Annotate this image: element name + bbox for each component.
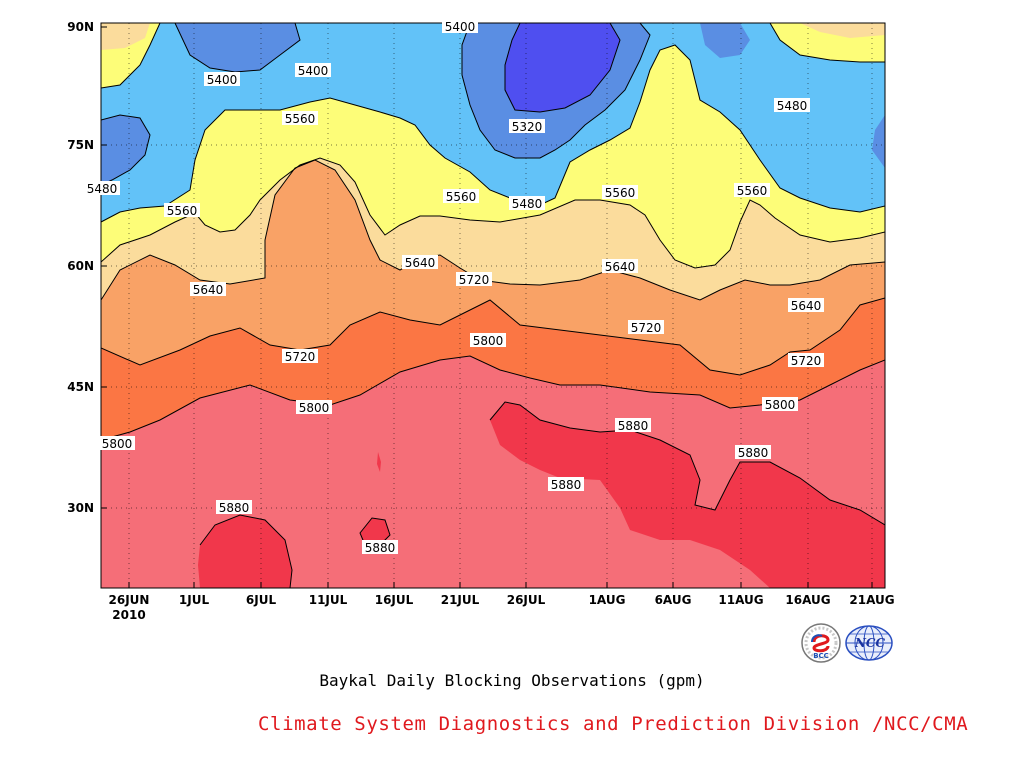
contour-label-bg <box>628 320 664 334</box>
contour-label-bg <box>470 333 506 347</box>
x-tick-label: 21JUL <box>441 593 480 607</box>
y-tick-label: 45N <box>67 380 94 394</box>
band-5880-small <box>360 518 390 545</box>
contour-label: 5880 <box>365 541 396 555</box>
contour-label: 5560 <box>285 112 316 126</box>
contour-label-bg <box>443 189 479 203</box>
contour-label: 5640 <box>193 283 224 297</box>
contour-label-bg <box>602 185 638 199</box>
bcc-logo: BCC <box>801 623 841 663</box>
contour-label: 5480 <box>512 197 543 211</box>
contour-label: 5800 <box>765 398 796 412</box>
contour-label-bg <box>735 445 771 459</box>
y-tick-label: 90N <box>67 20 94 34</box>
y-tick-label: 60N <box>67 259 94 273</box>
chart-caption: Baykal Daily Blocking Observations (gpm) <box>319 671 705 690</box>
contour-label-bg <box>190 282 226 296</box>
y-tick-label: 30N <box>67 501 94 515</box>
ncc-logo: NCC <box>845 625 893 661</box>
contour-label: 5880 <box>738 446 769 460</box>
contour-label: 5880 <box>551 478 582 492</box>
contour-label-bg <box>164 203 200 217</box>
contour-label-bg <box>774 98 810 112</box>
contour-label-bg <box>84 181 120 195</box>
x-tick-label: 16JUL <box>375 593 414 607</box>
contour-label: 5880 <box>618 419 649 433</box>
contour-label-bg <box>456 272 492 286</box>
contour-label: 5880 <box>219 501 250 515</box>
x-tick-label: 6AUG <box>655 593 692 607</box>
contour-label: 5320 <box>512 120 543 134</box>
ncc-logo-text: NCC <box>854 636 886 650</box>
band-5880-left <box>198 515 292 588</box>
band-5560-corner <box>101 23 150 50</box>
contour-label-bg <box>788 298 824 312</box>
x-tick-label: 1JUL <box>179 593 210 607</box>
contour-label-bg <box>99 436 135 450</box>
contour-label: 5640 <box>791 299 822 313</box>
x-tick-label: 6JUL <box>246 593 277 607</box>
band-5880-right <box>490 402 885 588</box>
x-year-label: 2010 <box>112 608 145 622</box>
contour-label-bg <box>402 255 438 269</box>
contour-label-bg <box>602 259 638 273</box>
band-5400-left <box>101 115 150 185</box>
contour-label-bg <box>615 418 651 432</box>
x-tick-label: 21AUG <box>849 593 894 607</box>
contour-label-bg <box>362 540 398 554</box>
contour-label: 5560 <box>167 204 198 218</box>
contour-label-bg <box>204 72 240 86</box>
credit-line: Climate System Diagnostics and Predictio… <box>258 713 969 735</box>
contour-label: 5400 <box>207 73 238 87</box>
contour-label: 5400 <box>298 64 329 78</box>
contour-label: 5480 <box>87 182 118 196</box>
x-tick-label: 26JUL <box>507 593 546 607</box>
x-tick-label: 26JUN <box>109 593 150 607</box>
contour-label-bg <box>548 477 584 491</box>
contour-label-bg <box>734 183 770 197</box>
x-tick-label: 11JUL <box>309 593 348 607</box>
contour-label: 5800 <box>299 401 330 415</box>
band-5880-tiny <box>377 452 381 472</box>
contour-label: 5640 <box>605 260 636 274</box>
contour-label-bg <box>509 119 545 133</box>
contour-label-bg <box>295 63 331 77</box>
contour-label: 5720 <box>459 273 490 287</box>
x-tick-label: 16AUG <box>785 593 830 607</box>
band-5560-topright <box>800 23 885 38</box>
contour-label: 5560 <box>446 190 477 204</box>
contour-label-bg <box>788 353 824 367</box>
x-tick-label: 1AUG <box>589 593 626 607</box>
x-tick-label: 11AUG <box>718 593 763 607</box>
contour-label-bg <box>762 397 798 411</box>
contour-label: 5720 <box>631 321 662 335</box>
band-lt5320 <box>505 23 620 112</box>
contour-label: 5640 <box>405 256 436 270</box>
contour-label: 5560 <box>605 186 636 200</box>
contour-label: 5560 <box>737 184 768 198</box>
contour-label: 5800 <box>473 334 504 348</box>
contour-label-bg <box>509 196 545 210</box>
contour-label: 5720 <box>791 354 822 368</box>
contour-label: 5480 <box>777 99 808 113</box>
contour-label: 5400 <box>445 20 476 34</box>
contour-label-bg <box>216 500 252 514</box>
contour-label-bg <box>282 111 318 125</box>
band-5400-upper <box>175 23 300 72</box>
contour-label: 5800 <box>102 437 133 451</box>
bcc-logo-text: BCC <box>813 652 829 660</box>
band-5320-right <box>700 23 750 58</box>
contour-label-bg <box>442 19 478 33</box>
contour-label-bg <box>282 349 318 363</box>
contour-label: 5720 <box>285 350 316 364</box>
contour-label-bg <box>296 400 332 414</box>
y-tick-label: 75N <box>67 138 94 152</box>
band-5320-edge <box>872 115 885 168</box>
